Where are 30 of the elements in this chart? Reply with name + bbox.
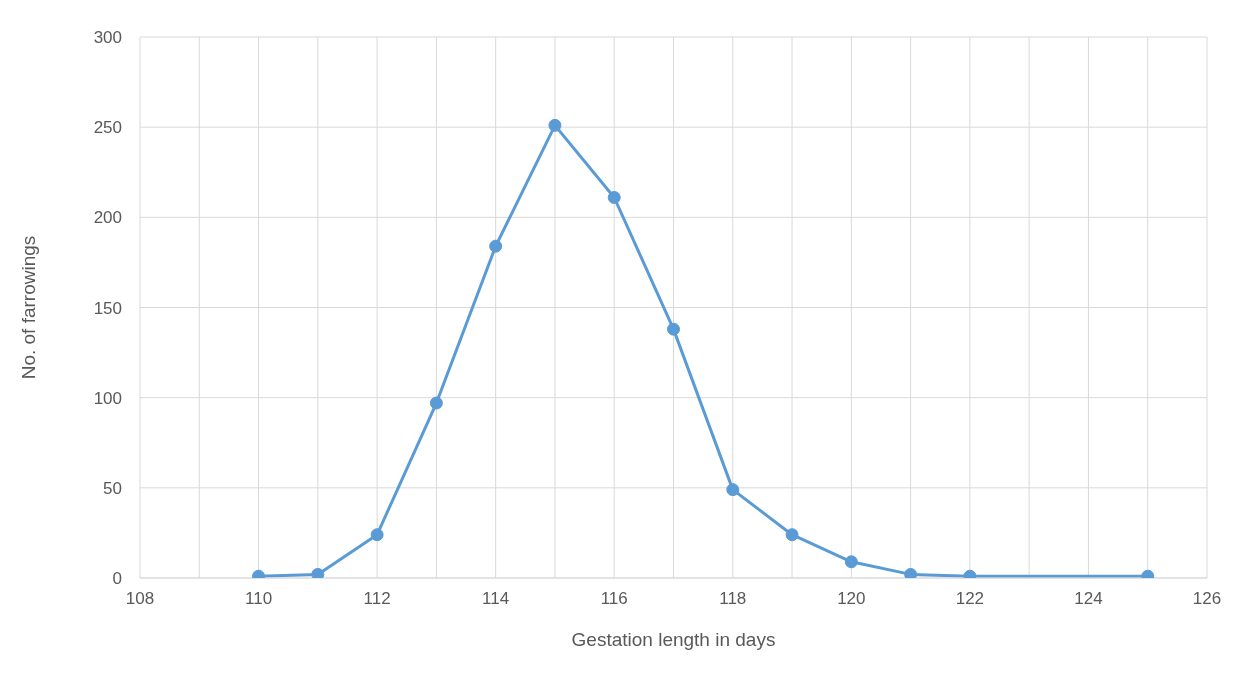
x-tick-label: 116 xyxy=(600,589,628,609)
point xyxy=(607,191,621,204)
point xyxy=(726,483,740,497)
point xyxy=(667,322,680,336)
x-tick-label: 124 xyxy=(1074,589,1103,609)
point xyxy=(489,239,503,253)
x-tick-label: 122 xyxy=(955,589,985,609)
y-tick-label: 150 xyxy=(93,298,122,318)
y-tick-label: 50 xyxy=(103,478,122,498)
point xyxy=(370,528,384,542)
x-tick-label: 112 xyxy=(363,589,391,609)
y-tick-label: 200 xyxy=(93,208,122,228)
y-tick-label: 100 xyxy=(93,388,122,408)
y-tick-label: 0 xyxy=(112,569,122,589)
y-axis-title: No. of farrowings xyxy=(17,235,39,380)
x-axis-title: Gestation length in days xyxy=(571,629,776,650)
x-tick-label: 118 xyxy=(719,589,747,609)
x-tick-label: 110 xyxy=(245,589,273,609)
point xyxy=(844,555,858,569)
y-tick-label: 300 xyxy=(93,28,122,48)
point xyxy=(548,118,562,132)
point xyxy=(785,528,799,542)
point xyxy=(311,567,325,578)
y-tick-label: 250 xyxy=(93,118,122,138)
point xyxy=(904,567,918,578)
x-tick-label: 126 xyxy=(1192,589,1222,609)
x-tick-label: 108 xyxy=(125,589,155,609)
x-tick-label: 114 xyxy=(482,589,510,609)
x-tick-label: 120 xyxy=(837,589,866,609)
point xyxy=(429,396,443,410)
